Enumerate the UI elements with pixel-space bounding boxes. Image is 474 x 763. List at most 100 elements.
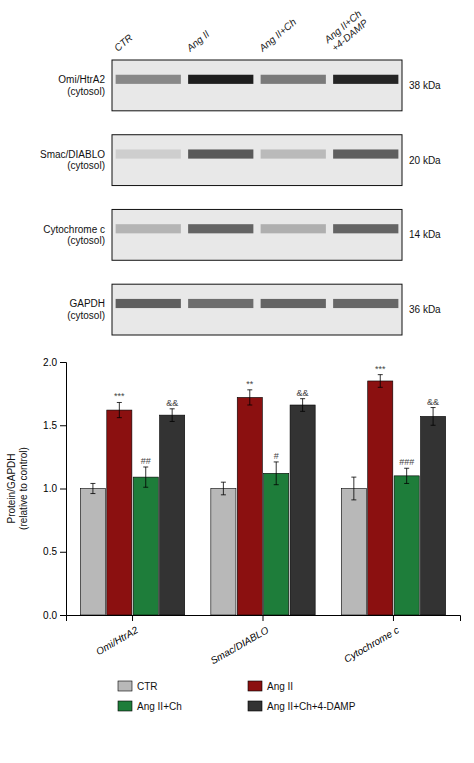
error-cap	[274, 461, 279, 462]
bar	[80, 489, 105, 616]
text-line: Ang II	[184, 28, 212, 54]
legend-label: CTR	[137, 681, 158, 692]
error-cap	[247, 389, 252, 390]
text-line: Ang II+Ch	[256, 16, 298, 54]
blot-band	[116, 299, 181, 308]
column-label: Ang II+Ch	[256, 16, 298, 54]
error-cap	[404, 483, 409, 484]
text-line: 38 kDa	[409, 80, 441, 91]
error-cap	[404, 468, 409, 469]
text-line: 14 kDa	[409, 229, 441, 240]
x-tick-label: Smac/DIABLO	[209, 624, 271, 666]
column-label: CTR	[112, 32, 135, 54]
error-stem	[172, 409, 173, 422]
blot-band	[116, 224, 181, 233]
x-tick: Smac/DIABLO	[209, 615, 271, 666]
text-line: Smac/DIABLO	[40, 149, 105, 160]
error-bar	[378, 375, 383, 388]
figure: CTR Ang II Ang II+Ch Ang II+Ch+4-DAMP Omi/Ht…	[0, 0, 474, 763]
y-tick-mark	[60, 615, 66, 616]
x-axis: Omi/HtrA2 Smac/DIABLO Cytochrome c	[67, 615, 461, 666]
error-cap	[117, 402, 122, 403]
y-axis-title: Protein/GAPDH(relative to control)	[6, 447, 29, 530]
row-label: Smac/DIABLO(cytosol)	[40, 149, 105, 172]
error-cap	[378, 387, 383, 388]
error-cap	[90, 483, 95, 484]
blot-band	[333, 149, 398, 158]
error-cap	[117, 417, 122, 418]
error-cap	[431, 407, 436, 408]
bar	[421, 416, 446, 615]
error-cap	[274, 484, 279, 485]
blot-band	[188, 149, 253, 158]
bar	[160, 415, 185, 615]
error-stem	[353, 477, 354, 500]
significance-label: #	[274, 451, 279, 461]
blot-band	[333, 224, 398, 233]
y-tick-mark	[60, 552, 66, 553]
error-stem	[249, 390, 250, 405]
y-tick-mark	[60, 489, 66, 490]
blot-box	[112, 209, 402, 260]
legend-label: Ang II+Ch	[137, 701, 182, 712]
legend-label: Ang II	[267, 681, 293, 692]
error-bar	[300, 399, 305, 412]
x-tick-mark	[263, 615, 264, 621]
text-line: 36 kDa	[409, 304, 441, 315]
error-cap	[300, 411, 305, 412]
error-stem	[302, 399, 303, 412]
text-line: Protein/GAPDH	[6, 453, 17, 523]
error-cap	[143, 466, 148, 467]
bar	[394, 476, 419, 615]
bar	[211, 489, 236, 616]
error-stem	[119, 402, 120, 417]
text-line: (cytosol)	[67, 160, 105, 171]
significance-label: &&	[297, 388, 309, 398]
y-tick: 1.0	[43, 483, 66, 494]
bar	[368, 381, 393, 615]
x-tick-mark	[132, 615, 133, 621]
error-bar	[143, 467, 148, 487]
text-line: (relative to control)	[18, 447, 29, 530]
text-line: GAPDH	[69, 298, 105, 309]
error-cap	[221, 482, 226, 483]
error-cap	[170, 408, 175, 409]
significance-label: ##	[141, 456, 151, 466]
column-label: Ang II+Ch+4-DAMP	[322, 8, 372, 55]
x-tick-mark	[393, 615, 394, 621]
blot-box	[112, 284, 402, 335]
kda-label: 36 kDa	[409, 304, 441, 315]
legend-item: Ang II+Ch+4-DAMP	[248, 701, 356, 712]
y-tick: 0.0	[43, 610, 66, 621]
error-bar	[117, 402, 122, 417]
blot-band	[333, 75, 398, 84]
legend-item: CTR	[118, 681, 158, 692]
error-cap	[221, 494, 226, 495]
error-stem	[276, 462, 277, 485]
bar	[133, 477, 158, 615]
significance-label: **	[246, 379, 254, 389]
column-label: Ang II	[184, 28, 212, 54]
text-line: (cytosol)	[67, 86, 105, 97]
blot-band	[116, 149, 181, 158]
row-label: GAPDH(cytosol)	[67, 298, 105, 321]
blot-band	[333, 299, 398, 308]
text-line: (cytosol)	[67, 235, 105, 246]
legend-swatch	[118, 701, 132, 711]
x-tick-label: Cytochrome c	[342, 624, 401, 664]
blot-band	[261, 299, 326, 308]
y-tick-label: 1.5	[43, 420, 57, 431]
y-tick: 2.0	[43, 357, 66, 368]
legend-item: Ang II+Ch	[118, 701, 182, 712]
kda-label: 38 kDa	[409, 80, 441, 91]
blot-box	[112, 135, 402, 186]
blot-band	[261, 75, 326, 84]
legend-label: Ang II+Ch+4-DAMP	[267, 701, 356, 712]
x-axis-line	[67, 616, 461, 622]
legend: CTR Ang II Ang II+Ch Ang II+Ch+4-DAMP	[118, 681, 356, 712]
x-tick: Cytochrome c	[342, 615, 401, 665]
x-tick: Omi/HtrA2	[94, 615, 140, 657]
y-tick-label: 0.0	[43, 610, 57, 621]
error-bar	[170, 409, 175, 422]
error-cap	[351, 477, 356, 478]
